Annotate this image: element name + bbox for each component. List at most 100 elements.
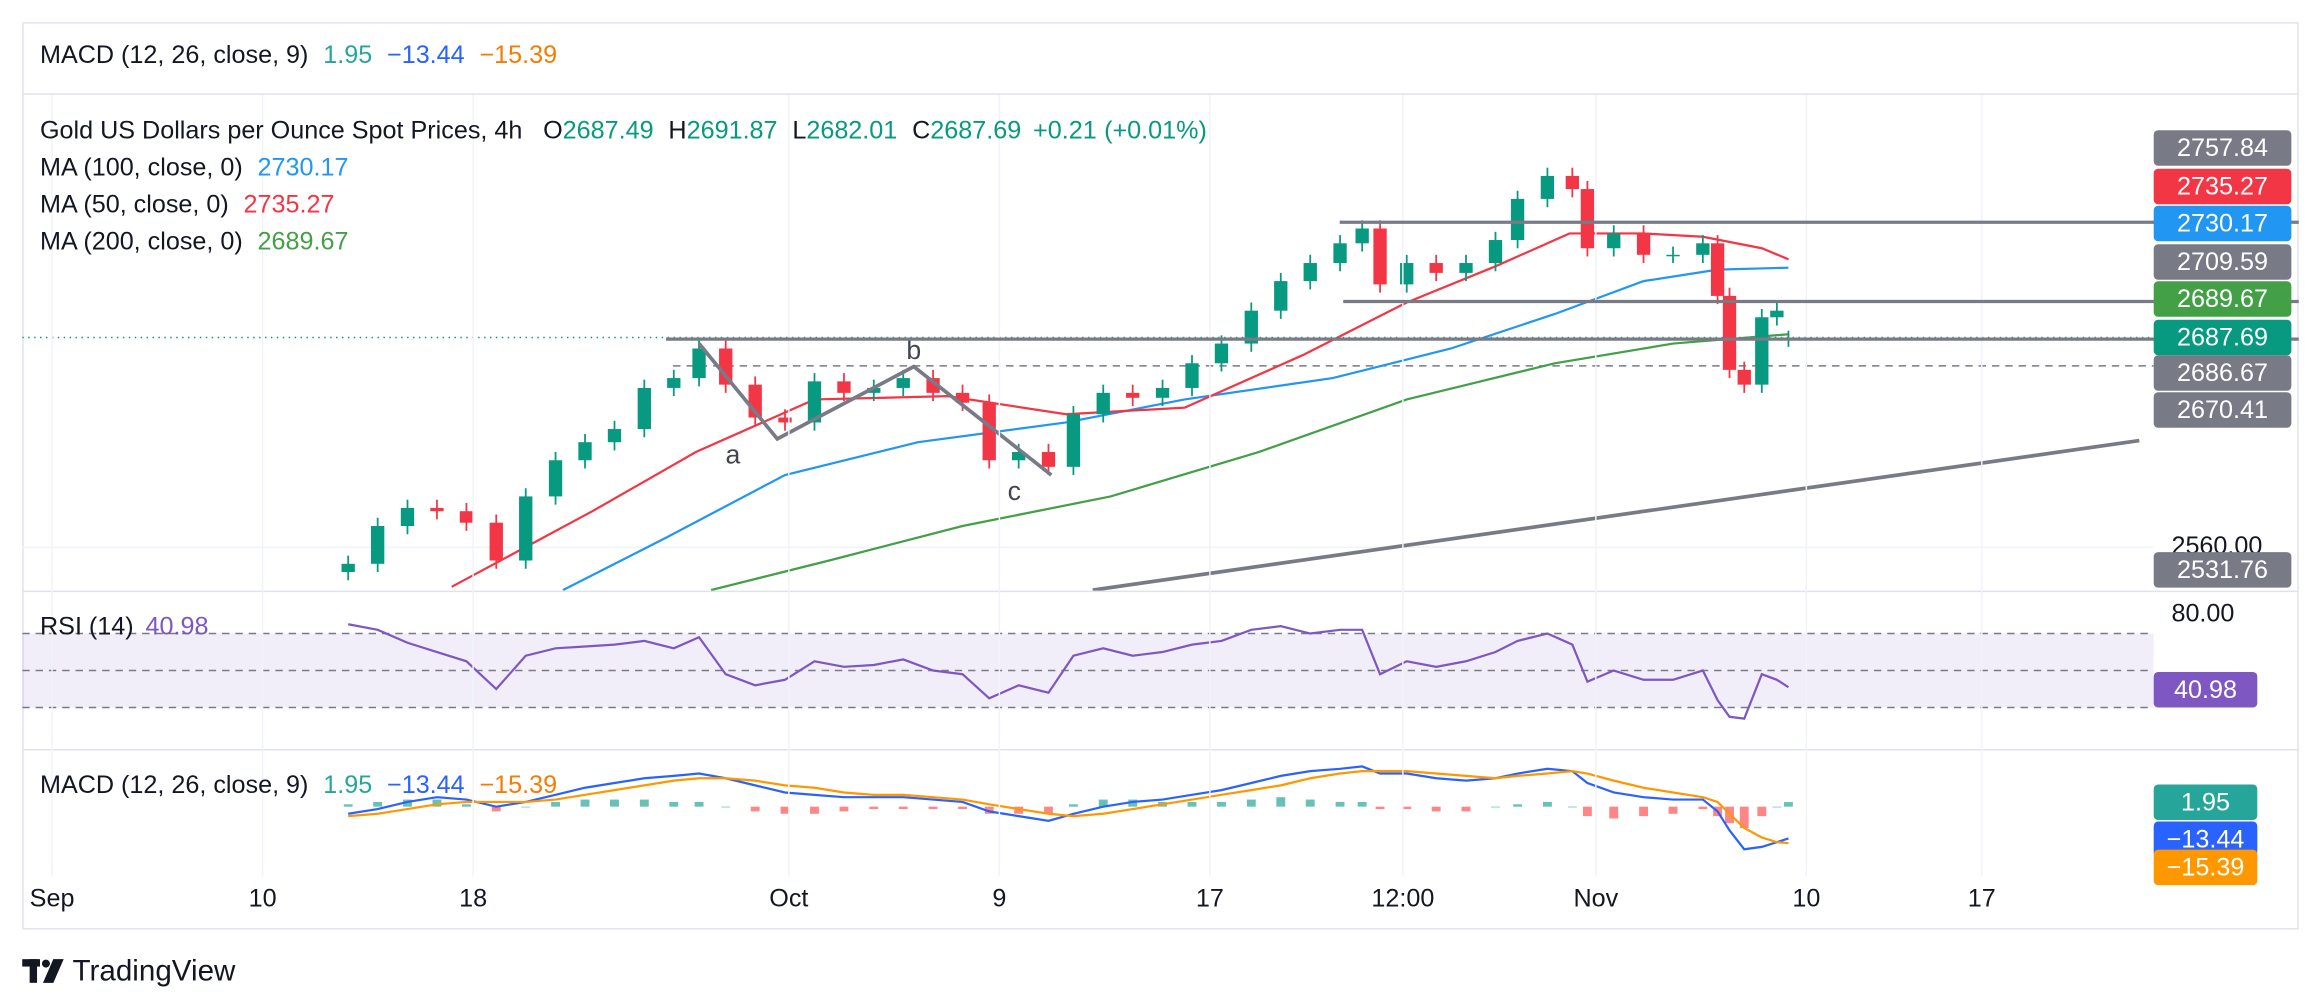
x-tick-label: 17 (1968, 885, 1996, 913)
legend-item: −15.39 (479, 771, 557, 799)
histogram-bar (694, 801, 704, 807)
histogram-bar (1305, 799, 1315, 807)
histogram-bar (580, 799, 590, 807)
candle-body (926, 378, 940, 393)
candle-body (1244, 310, 1258, 344)
wave-label: a (725, 440, 740, 470)
candle-body (1710, 243, 1725, 296)
x-tick-label: 18 (459, 885, 487, 913)
candle-body (400, 507, 415, 526)
candle-body (341, 563, 355, 573)
brand-name: TradingView (73, 954, 236, 987)
candle-body (1155, 387, 1170, 398)
price-label: 2670.41 (2177, 396, 2268, 424)
histogram-bar (1187, 801, 1197, 807)
histogram-bar (958, 806, 967, 810)
price-label: 2686.67 (2177, 359, 2268, 387)
moving-average (710, 333, 1789, 591)
macd-line (348, 765, 1789, 851)
histogram-bar (750, 806, 760, 812)
histogram-bar (1217, 801, 1226, 807)
histogram-bar (1491, 806, 1500, 808)
histogram-bar (1402, 806, 1412, 810)
candle-body (1488, 240, 1503, 264)
legend-item: (+0.01%) (1104, 116, 1207, 144)
histogram-bar (1772, 806, 1782, 808)
candle-body (667, 378, 681, 388)
candle-body (1429, 263, 1443, 273)
price-label-box (2153, 392, 2292, 428)
moving-average (562, 266, 1789, 591)
legend-item: Gold US Dollars per Ounce Spot Prices, 4… (40, 116, 522, 144)
legend-item: 2687.49 (563, 116, 654, 144)
histogram-bar (1542, 801, 1552, 807)
legend-item: O (543, 116, 563, 144)
price-label-box (2153, 130, 2292, 166)
price-label-box (2153, 168, 2292, 205)
histogram-bar (1431, 806, 1441, 812)
histogram-bar (1668, 806, 1678, 814)
trendline (1092, 438, 2140, 591)
histogram-bar (1375, 806, 1385, 810)
candle-body (896, 378, 910, 388)
histogram-bar (1698, 806, 1708, 810)
legend-item: −13.44 (387, 41, 465, 69)
histogram-bar (1068, 804, 1078, 807)
price-label-box (2153, 244, 2292, 280)
brand-logo (22, 959, 64, 983)
legend-item: 40.98 (146, 612, 209, 640)
candle-body (1400, 263, 1414, 285)
histogram-bar (721, 806, 731, 808)
candle-body (1510, 198, 1525, 241)
legend-item: RSI (14) (40, 612, 134, 640)
candle-body (1565, 175, 1579, 190)
candle-body (1607, 233, 1621, 249)
legend-item: L (792, 116, 806, 144)
legend-item: C (912, 116, 930, 144)
legend-item: −15.39 (479, 41, 557, 69)
histogram-bar (491, 806, 501, 812)
candle-body (1066, 414, 1081, 467)
candle-body (1214, 343, 1229, 364)
x-tick-label: Oct (769, 885, 808, 913)
candle-body (548, 460, 563, 497)
price-label-box (2153, 319, 2292, 356)
histogram-bar (810, 806, 819, 814)
legend-item: MACD (12, 26, close, 9) (40, 771, 308, 799)
x-tick-label: 12:00 (1371, 885, 1434, 913)
price-label: 2730.17 (2177, 210, 2268, 238)
legend-item: +0.21 (1033, 116, 1097, 144)
y-tick-label: 80.00 (2171, 600, 2234, 628)
signal-line (348, 770, 1789, 845)
wave-label: b (906, 335, 921, 365)
legend-item: 2682.01 (806, 116, 897, 144)
legend-item: MACD (12, 26, close, 9) (40, 41, 308, 69)
price-legend: Gold US Dollars per Ounce Spot Prices, 4… (40, 116, 1207, 144)
histogram-bar (432, 799, 442, 807)
legend-item: MA (200, close, 0) (40, 227, 243, 255)
histogram-bar (780, 806, 790, 814)
histogram-bar (1128, 799, 1138, 807)
candle-body (778, 417, 792, 423)
price-label-box (2153, 552, 2292, 588)
candle-body (1737, 369, 1751, 385)
x-tick-label: Sep (30, 885, 75, 913)
legend-item: 1.95 (323, 41, 372, 69)
candle-body (1096, 392, 1110, 415)
histogram-bar (1461, 806, 1471, 812)
legend-item: 2689.67 (258, 227, 349, 255)
macd-legend: MACD (12, 26, close, 9) 1.95 −13.44 −15.39 (40, 771, 557, 799)
price-label-box (2153, 205, 2292, 242)
legend-item: MA (50, close, 0) (40, 190, 229, 218)
candle-body (578, 442, 592, 461)
candle-body (371, 525, 385, 564)
candle-body (719, 348, 733, 385)
histogram-bar (1582, 806, 1592, 817)
candle-body (1373, 228, 1387, 285)
wave-pattern (697, 342, 1053, 477)
price-label: −15.39 (2167, 854, 2245, 882)
candle-body (692, 348, 706, 379)
